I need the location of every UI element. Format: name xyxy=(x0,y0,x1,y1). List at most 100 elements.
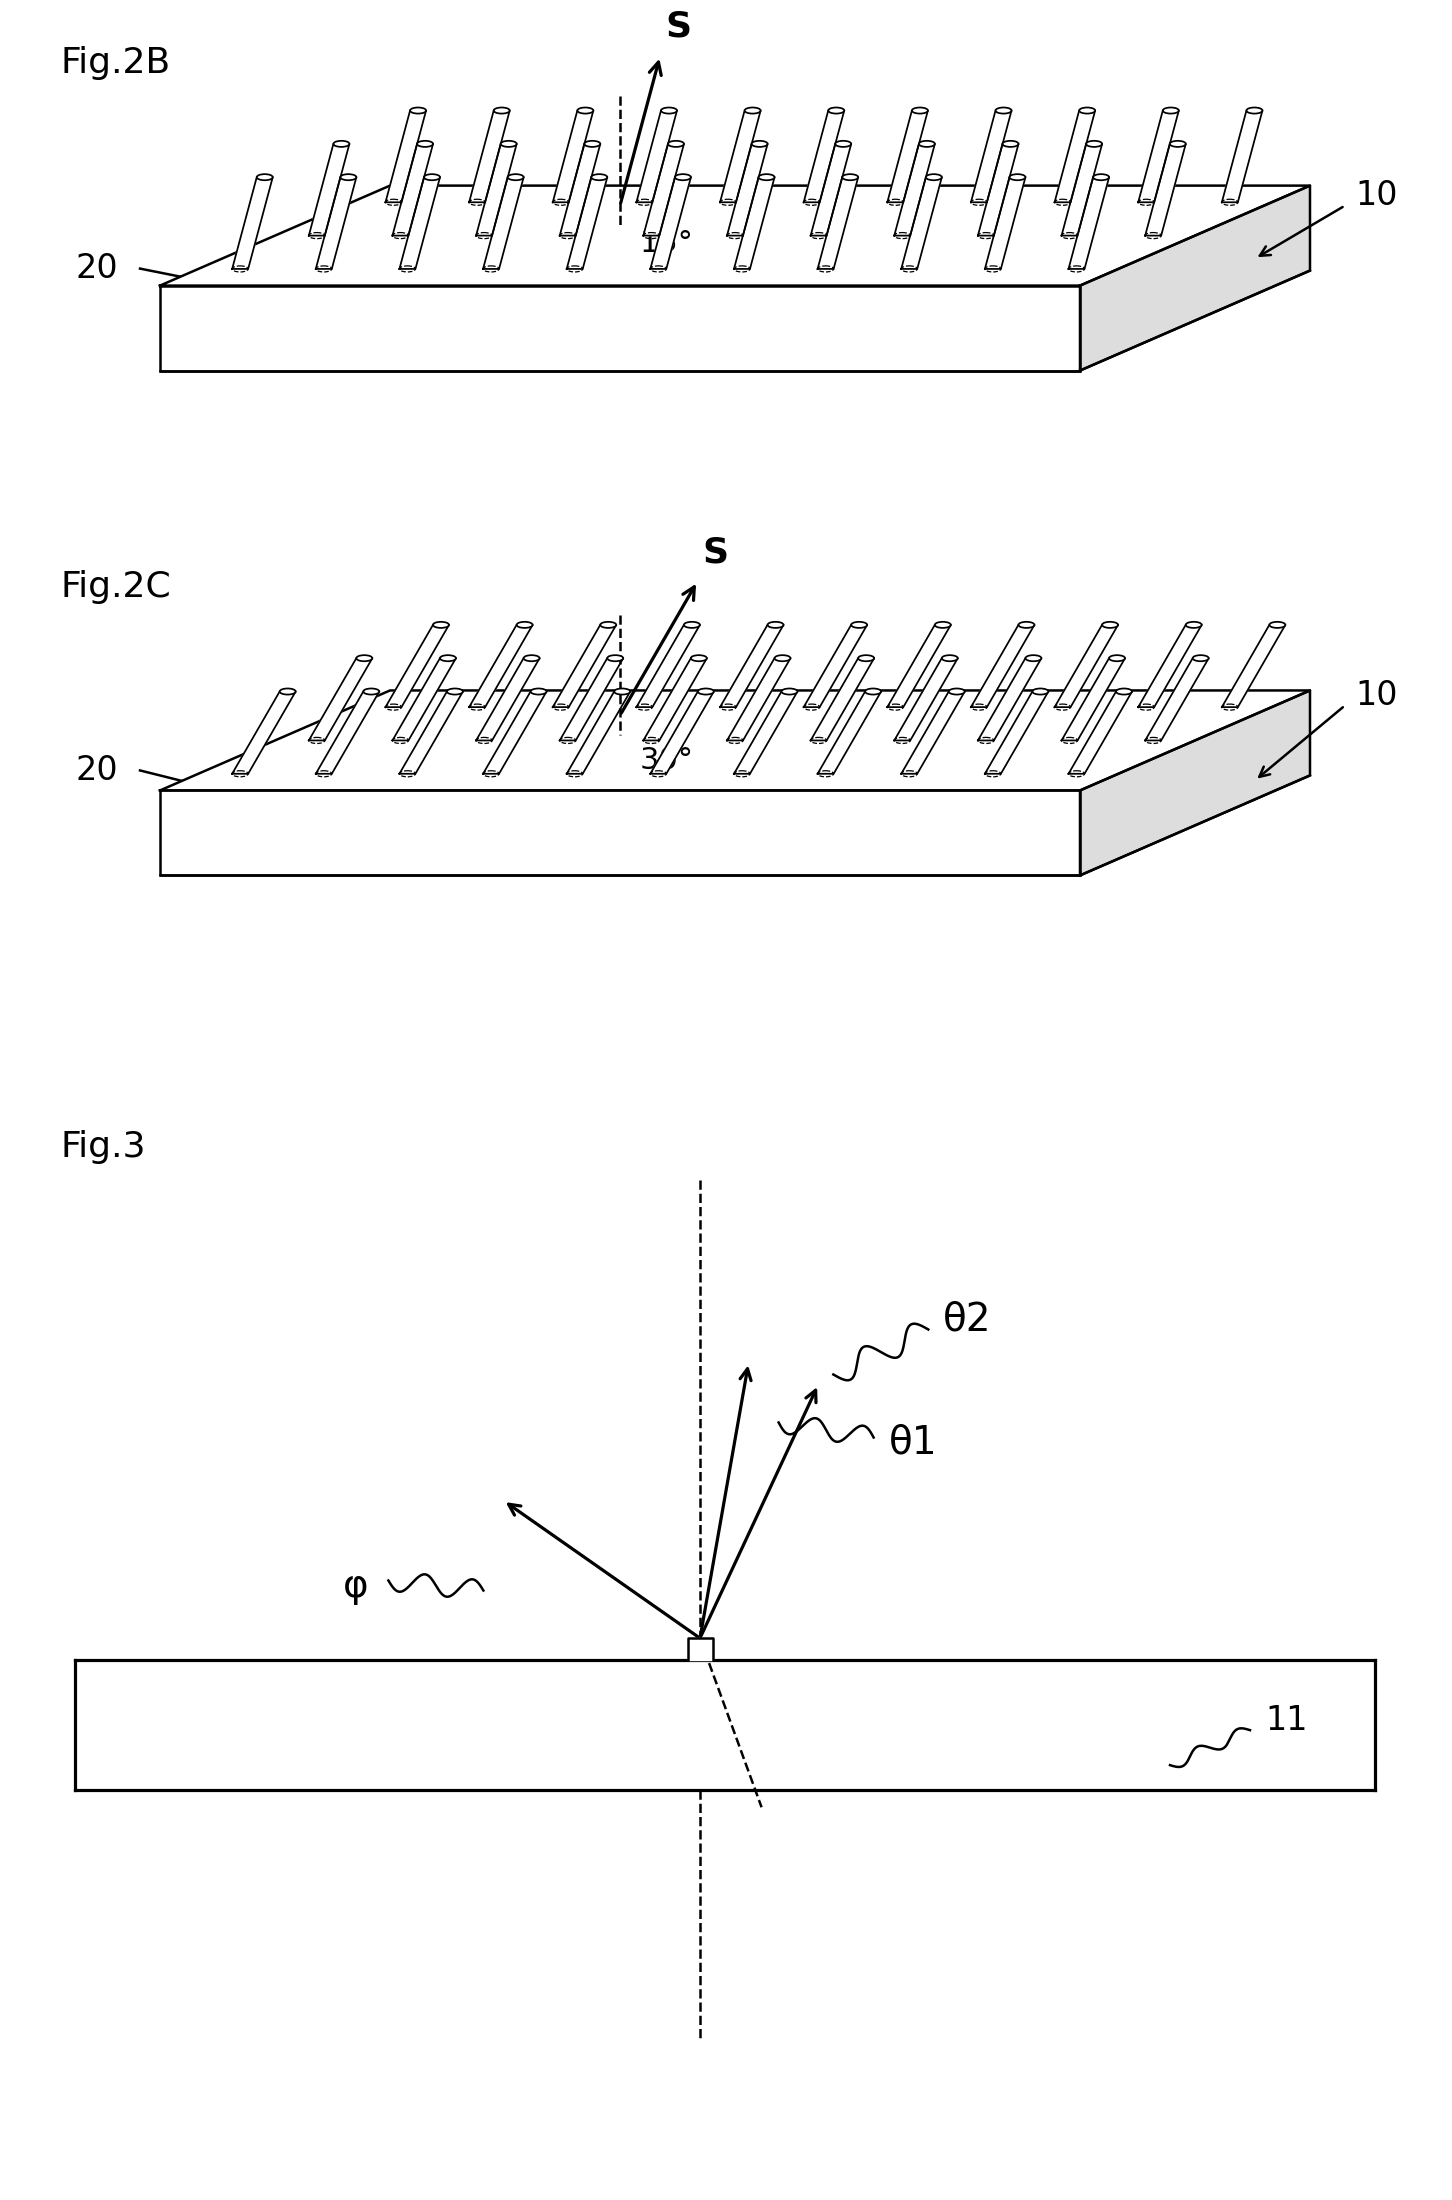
Text: Fig.2B: Fig.2B xyxy=(60,46,170,79)
Text: Fig.3: Fig.3 xyxy=(60,1131,145,1164)
Polygon shape xyxy=(727,658,790,741)
Polygon shape xyxy=(1054,110,1095,202)
Ellipse shape xyxy=(919,141,935,147)
Polygon shape xyxy=(1061,143,1102,235)
Polygon shape xyxy=(643,658,707,741)
Ellipse shape xyxy=(447,689,463,695)
Polygon shape xyxy=(810,658,874,741)
Polygon shape xyxy=(720,110,761,202)
Ellipse shape xyxy=(1109,656,1125,662)
Ellipse shape xyxy=(530,689,546,695)
Polygon shape xyxy=(733,691,797,774)
Text: θ2: θ2 xyxy=(944,1300,992,1338)
Polygon shape xyxy=(977,143,1018,235)
Ellipse shape xyxy=(774,656,790,662)
Polygon shape xyxy=(553,625,616,706)
Text: S: S xyxy=(665,11,691,44)
Polygon shape xyxy=(559,658,623,741)
Polygon shape xyxy=(476,143,517,235)
Ellipse shape xyxy=(1246,108,1262,114)
Polygon shape xyxy=(887,625,951,706)
Polygon shape xyxy=(971,110,1012,202)
Polygon shape xyxy=(315,691,379,774)
Ellipse shape xyxy=(494,108,510,114)
Polygon shape xyxy=(315,178,356,268)
Ellipse shape xyxy=(668,141,684,147)
Polygon shape xyxy=(1061,658,1125,741)
Ellipse shape xyxy=(661,108,677,114)
Ellipse shape xyxy=(1269,623,1285,627)
Ellipse shape xyxy=(684,623,700,627)
Polygon shape xyxy=(650,178,691,268)
Ellipse shape xyxy=(768,623,784,627)
Polygon shape xyxy=(720,625,784,706)
Polygon shape xyxy=(650,691,714,774)
Ellipse shape xyxy=(1163,108,1179,114)
Polygon shape xyxy=(1221,625,1285,706)
Text: 11: 11 xyxy=(1265,1703,1307,1736)
Ellipse shape xyxy=(858,656,874,662)
Ellipse shape xyxy=(356,656,372,662)
Polygon shape xyxy=(385,110,425,202)
Ellipse shape xyxy=(865,689,881,695)
Ellipse shape xyxy=(363,689,379,695)
Text: φ: φ xyxy=(343,1566,369,1604)
Text: Fig.2C: Fig.2C xyxy=(60,570,171,605)
Ellipse shape xyxy=(578,108,594,114)
Ellipse shape xyxy=(280,689,296,695)
Ellipse shape xyxy=(1009,174,1025,180)
Text: θ1: θ1 xyxy=(889,1423,937,1461)
Polygon shape xyxy=(887,110,928,202)
Polygon shape xyxy=(469,110,510,202)
Ellipse shape xyxy=(1170,141,1186,147)
Polygon shape xyxy=(484,691,546,774)
Polygon shape xyxy=(566,691,630,774)
Ellipse shape xyxy=(584,141,600,147)
Ellipse shape xyxy=(842,174,858,180)
Polygon shape xyxy=(76,1661,1375,1791)
Ellipse shape xyxy=(926,174,942,180)
Ellipse shape xyxy=(912,108,928,114)
Polygon shape xyxy=(1138,110,1179,202)
Ellipse shape xyxy=(600,623,616,627)
Polygon shape xyxy=(160,691,1310,790)
Polygon shape xyxy=(392,143,433,235)
Polygon shape xyxy=(727,143,768,235)
Ellipse shape xyxy=(828,108,844,114)
Ellipse shape xyxy=(440,656,456,662)
Ellipse shape xyxy=(409,108,425,114)
Ellipse shape xyxy=(1018,623,1034,627)
Polygon shape xyxy=(687,1639,713,1661)
Ellipse shape xyxy=(675,174,691,180)
Polygon shape xyxy=(971,625,1034,706)
Polygon shape xyxy=(385,625,449,706)
Polygon shape xyxy=(803,625,867,706)
Ellipse shape xyxy=(1079,108,1095,114)
Polygon shape xyxy=(817,178,858,268)
Ellipse shape xyxy=(524,656,540,662)
Ellipse shape xyxy=(691,656,707,662)
Polygon shape xyxy=(1069,691,1133,774)
Ellipse shape xyxy=(835,141,851,147)
Polygon shape xyxy=(309,143,350,235)
Ellipse shape xyxy=(1102,623,1118,627)
Ellipse shape xyxy=(424,174,440,180)
Polygon shape xyxy=(733,178,774,268)
Polygon shape xyxy=(559,143,600,235)
Ellipse shape xyxy=(1086,141,1102,147)
Polygon shape xyxy=(160,185,1310,286)
Ellipse shape xyxy=(508,174,524,180)
Text: 15°: 15° xyxy=(640,229,694,257)
Polygon shape xyxy=(1221,110,1262,202)
Polygon shape xyxy=(894,143,935,235)
Polygon shape xyxy=(636,625,700,706)
Ellipse shape xyxy=(1032,689,1048,695)
Ellipse shape xyxy=(781,689,797,695)
Ellipse shape xyxy=(1093,174,1109,180)
Polygon shape xyxy=(484,178,524,268)
Ellipse shape xyxy=(698,689,714,695)
Text: 20: 20 xyxy=(76,755,118,788)
Ellipse shape xyxy=(591,174,607,180)
Ellipse shape xyxy=(752,141,768,147)
Ellipse shape xyxy=(1025,656,1041,662)
